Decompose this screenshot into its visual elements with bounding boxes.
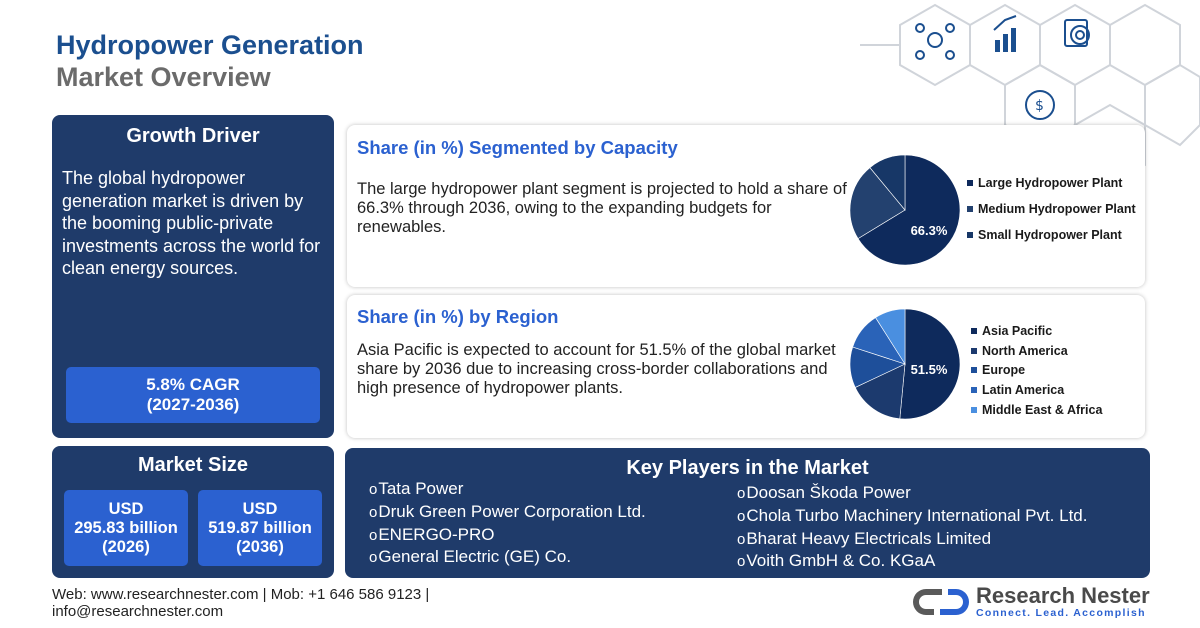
- capacity-title: Share (in %) Segmented by Capacity: [357, 137, 678, 158]
- key-players-title: Key Players in the Market: [626, 457, 869, 479]
- cagr-period: (2027-2036): [146, 395, 240, 414]
- region-pie-label: 51.5%: [911, 362, 948, 377]
- legend-label: Medium Hydropower Plant: [978, 202, 1136, 216]
- bar-chart-icon: [993, 15, 1017, 52]
- key-player-item: General Electric (GE) Co.: [369, 546, 646, 569]
- legend-label: Small Hydropower Plant: [978, 228, 1122, 242]
- logo-mark-icon: [913, 589, 969, 615]
- legend-label: Middle East & Africa: [982, 403, 1103, 418]
- legend-swatch: [967, 206, 973, 212]
- legend-swatch: [971, 347, 977, 354]
- region-share-card: Share (in %) by Region Asia Pacific is e…: [347, 295, 1145, 438]
- footer-contact: Web: www.researchnester.com | Mob: +1 64…: [52, 586, 429, 620]
- logo-name: Research Nester: [976, 583, 1150, 608]
- research-nester-logo: Research Nester Connect. Lead. Accomplis…: [912, 585, 1150, 619]
- legend-item: Medium Hydropower Plant: [967, 196, 1136, 222]
- market-size-year: (2036): [236, 537, 284, 556]
- market-size-year: (2026): [102, 537, 150, 556]
- page-subtitle: Market Overview: [56, 62, 271, 92]
- legend-item: Middle East & Africa: [971, 400, 1102, 420]
- capacity-text: The large hydropower plant segment is pr…: [357, 180, 847, 236]
- legend-label: North America: [982, 343, 1068, 358]
- legend-item: Asia Pacific: [971, 321, 1102, 341]
- currency-label: USD: [108, 499, 144, 518]
- legend-swatch: [967, 232, 973, 238]
- pie-slice-large-hydropower-plant: [857, 155, 961, 265]
- market-size-card: Market Size USD 295.83 billion (2026) US…: [52, 446, 334, 578]
- growth-driver-card: Growth Driver The global hydropower gene…: [52, 115, 334, 438]
- pie-slice-asia-pacific: [899, 309, 961, 419]
- key-players-column-1: Tata PowerDruk Green Power Corporation L…: [369, 478, 646, 569]
- legend-item: North America: [971, 341, 1102, 361]
- capacity-share-card: Share (in %) Segmented by Capacity The l…: [347, 125, 1145, 287]
- pie-slice-medium-hydropower-plant: [849, 167, 906, 240]
- currency-label: USD: [242, 499, 278, 518]
- legend-item: Latin America: [971, 380, 1102, 400]
- cagr-badge: 5.8% CAGR (2027-2036): [66, 367, 320, 423]
- legend-swatch: [967, 180, 973, 186]
- key-players-column-2: Doosan Škoda PowerChola Turbo Machinery …: [737, 482, 1087, 573]
- capacity-pie-chart: 66.3%: [849, 155, 961, 265]
- market-size-value: 519.87 billion: [208, 518, 312, 537]
- pie-slice-north-america: [854, 363, 906, 419]
- legend-swatch: [971, 407, 977, 414]
- logo-tagline: Connect. Lead. Accomplish: [976, 607, 1146, 619]
- legend-label: Latin America: [982, 383, 1065, 398]
- legend-label: Europe: [982, 363, 1026, 378]
- pie-slice-middle-east-africa: [875, 309, 906, 366]
- legend-item: Europe: [971, 361, 1102, 381]
- region-pie-chart: 51.5%: [849, 309, 961, 419]
- market-size-title: Market Size: [137, 454, 249, 476]
- pie-slice-small-hydropower-plant: [869, 155, 906, 211]
- market-size-2026-box: USD 295.83 billion (2026): [64, 490, 188, 566]
- key-player-item: Doosan Škoda Power: [737, 482, 1087, 505]
- region-legend: Asia Pacific North America Europe Latin Ame…: [971, 321, 1102, 420]
- legend-item: Large Hydropower Plant: [967, 170, 1136, 196]
- key-player-item: Bharat Heavy Electricals Limited: [737, 528, 1087, 551]
- page-title: Hydropower Generation: [56, 30, 364, 60]
- growth-driver-text: The global hydropower generation market …: [62, 168, 321, 278]
- growth-driver-title: Growth Driver: [126, 125, 260, 147]
- key-player-item: Chola Turbo Machinery International Pvt.…: [737, 505, 1087, 528]
- region-text: Asia Pacific is expected to account for …: [357, 341, 836, 397]
- legend-swatch: [971, 387, 977, 394]
- key-player-item: ENERGO-PRO: [369, 524, 646, 547]
- capacity-legend: Large Hydropower Plant Medium Hydropower …: [967, 170, 1136, 248]
- legend-swatch: [971, 367, 977, 374]
- market-size-value: 295.83 billion: [74, 518, 178, 537]
- key-player-item: Tata Power: [369, 478, 646, 501]
- key-player-item: Voith GmbH & Co. KGaA: [737, 550, 1087, 573]
- footer-email: info@researchnester.com: [52, 603, 224, 620]
- capacity-pie-label: 66.3%: [911, 223, 948, 238]
- target-clipboard-icon: [1064, 19, 1090, 47]
- market-size-2036-box: USD 519.87 billion (2036): [198, 490, 322, 566]
- legend-label: Large Hydropower Plant: [978, 176, 1123, 190]
- key-players-card: Key Players in the Market Tata PowerDruk…: [345, 448, 1150, 578]
- network-people-icon: [915, 23, 955, 60]
- svg-text:$: $: [1035, 98, 1044, 114]
- legend-label: Asia Pacific: [982, 323, 1053, 338]
- key-player-item: Druk Green Power Corporation Ltd.: [369, 501, 645, 524]
- region-title: Share (in %) by Region: [357, 306, 559, 327]
- cagr-value: 5.8% CAGR: [146, 375, 240, 394]
- footer-web-phone: Web: www.researchnester.com | Mob: +1 64…: [52, 586, 430, 603]
- legend-swatch: [971, 327, 977, 334]
- money-cycle-icon: $: [1025, 90, 1055, 120]
- legend-item: Small Hydropower Plant: [967, 222, 1136, 248]
